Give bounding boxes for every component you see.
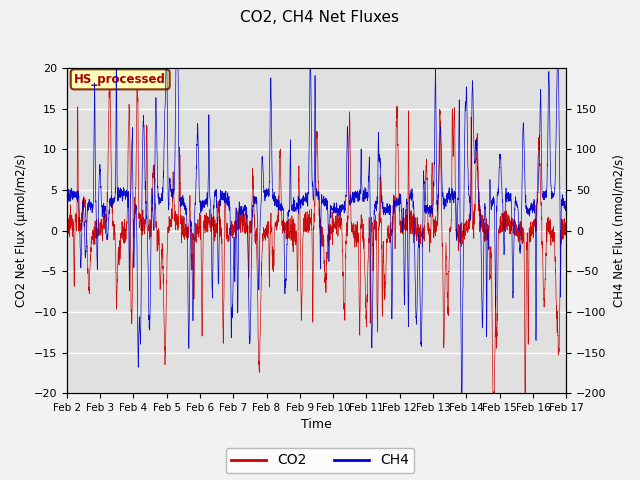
Text: HS_processed: HS_processed [74,73,166,86]
Text: CO2, CH4 Net Fluxes: CO2, CH4 Net Fluxes [241,10,399,24]
X-axis label: Time: Time [301,419,332,432]
Y-axis label: CH4 Net Flux (nmol/m2/s): CH4 Net Flux (nmol/m2/s) [612,154,625,307]
Y-axis label: CO2 Net Flux (μmol/m2/s): CO2 Net Flux (μmol/m2/s) [15,154,28,307]
Legend: CO2, CH4: CO2, CH4 [225,448,415,473]
